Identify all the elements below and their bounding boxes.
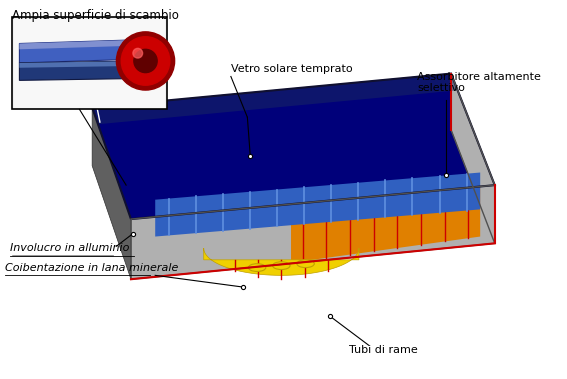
Polygon shape bbox=[155, 172, 480, 236]
FancyBboxPatch shape bbox=[12, 17, 167, 110]
Text: Vetro solare temprato: Vetro solare temprato bbox=[231, 64, 353, 74]
Polygon shape bbox=[19, 61, 143, 80]
Polygon shape bbox=[92, 108, 131, 279]
Text: Tubi di rame: Tubi di rame bbox=[349, 345, 418, 355]
Circle shape bbox=[121, 37, 170, 85]
Circle shape bbox=[134, 49, 157, 73]
Ellipse shape bbox=[248, 264, 266, 271]
FancyBboxPatch shape bbox=[14, 19, 165, 108]
Text: Involucro in alluminio: Involucro in alluminio bbox=[10, 243, 129, 253]
Polygon shape bbox=[451, 74, 495, 243]
Polygon shape bbox=[131, 185, 495, 279]
Text: Assorbitore altamente
selettivo: Assorbitore altamente selettivo bbox=[417, 72, 541, 93]
Polygon shape bbox=[19, 40, 143, 63]
Polygon shape bbox=[19, 61, 143, 68]
Circle shape bbox=[133, 49, 143, 58]
Ellipse shape bbox=[297, 260, 314, 268]
Polygon shape bbox=[92, 74, 495, 219]
Polygon shape bbox=[204, 248, 359, 275]
Polygon shape bbox=[291, 185, 480, 263]
Text: Coibentazione in lana minerale: Coibentazione in lana minerale bbox=[5, 263, 178, 273]
Ellipse shape bbox=[273, 262, 290, 269]
Polygon shape bbox=[92, 74, 458, 124]
Text: Ampia superficie di scambio: Ampia superficie di scambio bbox=[12, 9, 179, 22]
Circle shape bbox=[116, 32, 175, 90]
Polygon shape bbox=[19, 40, 143, 49]
